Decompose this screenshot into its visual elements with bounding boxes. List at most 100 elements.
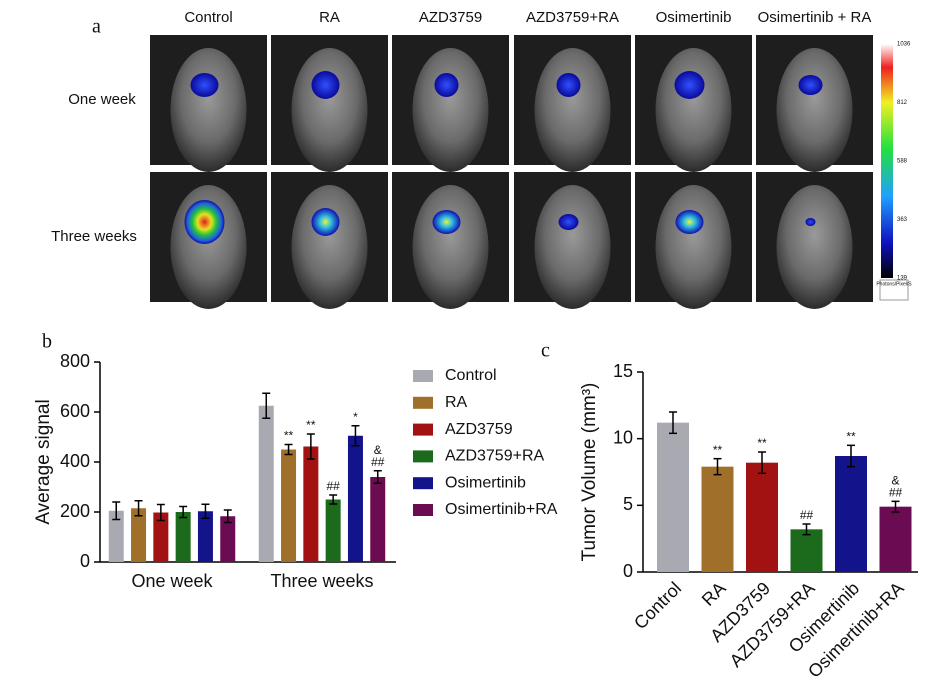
- mouse: [412, 185, 489, 309]
- bar: [153, 512, 169, 562]
- signal: [556, 73, 581, 97]
- error-bar: [112, 501, 121, 521]
- panel-letter: a: [92, 16, 101, 38]
- x-tick-label: RA: [698, 578, 730, 610]
- column-label: AZD3759: [419, 9, 482, 26]
- bar: [258, 405, 274, 562]
- bar: [657, 422, 689, 572]
- bar: [347, 435, 363, 562]
- significance: *: [353, 410, 358, 424]
- legend-swatch: [413, 423, 433, 436]
- signal: [311, 71, 340, 99]
- significance: ##: [371, 455, 385, 469]
- bar: [197, 511, 213, 562]
- signal: [558, 214, 579, 230]
- colorbar-tick-label: 139: [897, 276, 908, 282]
- image-grid: [150, 35, 873, 309]
- error-bar: [758, 451, 766, 475]
- y-tick-label: 15: [613, 361, 633, 381]
- bar: [281, 449, 297, 562]
- y-tick-label: 10: [613, 427, 633, 447]
- significance: **: [306, 418, 316, 432]
- column-label: RA: [319, 9, 340, 26]
- colorbar: [881, 44, 893, 278]
- signal: [798, 75, 823, 95]
- row-label: Three weeks: [51, 228, 137, 245]
- signal: [674, 71, 705, 99]
- y-tick-label: 400: [60, 451, 90, 471]
- column-label: Control: [184, 9, 232, 26]
- column-label: Osimertinib: [656, 9, 732, 26]
- colorbar-unit: Photons/Pixel/S: [876, 281, 912, 287]
- error-bar: [351, 425, 360, 447]
- error-bar: [223, 509, 232, 524]
- bar: [370, 477, 386, 562]
- bar: [175, 512, 191, 562]
- bar: [746, 462, 778, 572]
- mouse: [170, 48, 247, 172]
- significance: **: [284, 429, 294, 443]
- bar: [701, 466, 734, 572]
- y-axis-label: Average signal: [33, 399, 54, 524]
- error-bar: [669, 411, 677, 435]
- error-bar: [134, 500, 143, 517]
- y-tick-label: 5: [623, 494, 633, 514]
- legend-label: AZD3759: [445, 421, 513, 438]
- error-bar: [306, 433, 315, 460]
- mouse: [291, 48, 368, 172]
- y-tick-label: 200: [60, 501, 90, 521]
- signal: [184, 200, 225, 244]
- legend-swatch: [413, 450, 433, 463]
- significance: **: [846, 430, 856, 444]
- mouse: [412, 48, 489, 172]
- bar: [303, 446, 319, 562]
- signal: [432, 210, 461, 234]
- error-bar: [284, 443, 293, 456]
- y-tick-label: 600: [60, 401, 90, 421]
- colorbar-tick-label: 812: [897, 100, 908, 106]
- signal: [805, 218, 816, 226]
- bar: [879, 506, 912, 572]
- significance: **: [757, 436, 767, 450]
- legend-label: Control: [445, 367, 497, 384]
- significance: ##: [889, 486, 903, 500]
- y-tick-label: 0: [80, 551, 90, 571]
- error-bar: [179, 505, 188, 519]
- significance: ##: [800, 508, 814, 522]
- significance: &: [891, 474, 899, 488]
- colorbar-tick-label: 363: [897, 217, 908, 223]
- legend-swatch: [413, 370, 433, 382]
- legend-label: RA: [445, 394, 468, 411]
- column-label: Osimertinib + RA: [758, 9, 872, 26]
- error-bar: [847, 444, 855, 468]
- error-bar: [262, 392, 271, 419]
- error-bar: [891, 500, 900, 513]
- error-bar: [373, 470, 382, 484]
- error-bar: [802, 523, 811, 536]
- mouse: [776, 185, 853, 309]
- mouse: [291, 185, 368, 309]
- x-tick-label: Control: [630, 578, 685, 633]
- legend-swatch: [413, 477, 433, 490]
- legend-swatch: [413, 396, 433, 409]
- signal: [675, 210, 704, 234]
- error-bar: [713, 457, 722, 476]
- x-tick-label: One week: [131, 571, 213, 591]
- significance: ##: [326, 479, 340, 493]
- y-axis-label: Tumor Volume (mm³): [579, 383, 600, 562]
- mouse: [534, 185, 611, 309]
- colorbar-tick-label: 1036: [897, 42, 911, 48]
- signal: [434, 73, 459, 97]
- legend-label: Osimertinib+RA: [445, 501, 558, 518]
- bar: [108, 510, 124, 562]
- column-label: AZD3759+RA: [526, 9, 619, 26]
- bar: [131, 508, 147, 562]
- row-label: One week: [68, 91, 136, 108]
- mouse: [655, 48, 732, 172]
- bar: [325, 499, 341, 562]
- bar: [790, 529, 823, 572]
- error-bar: [156, 503, 165, 522]
- bar: [835, 456, 867, 572]
- mouse: [534, 48, 611, 172]
